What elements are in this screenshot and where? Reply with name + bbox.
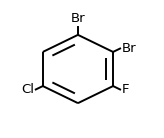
Text: Br: Br bbox=[122, 42, 136, 55]
Text: Cl: Cl bbox=[21, 83, 34, 96]
Text: Br: Br bbox=[71, 12, 85, 25]
Text: F: F bbox=[122, 83, 129, 96]
